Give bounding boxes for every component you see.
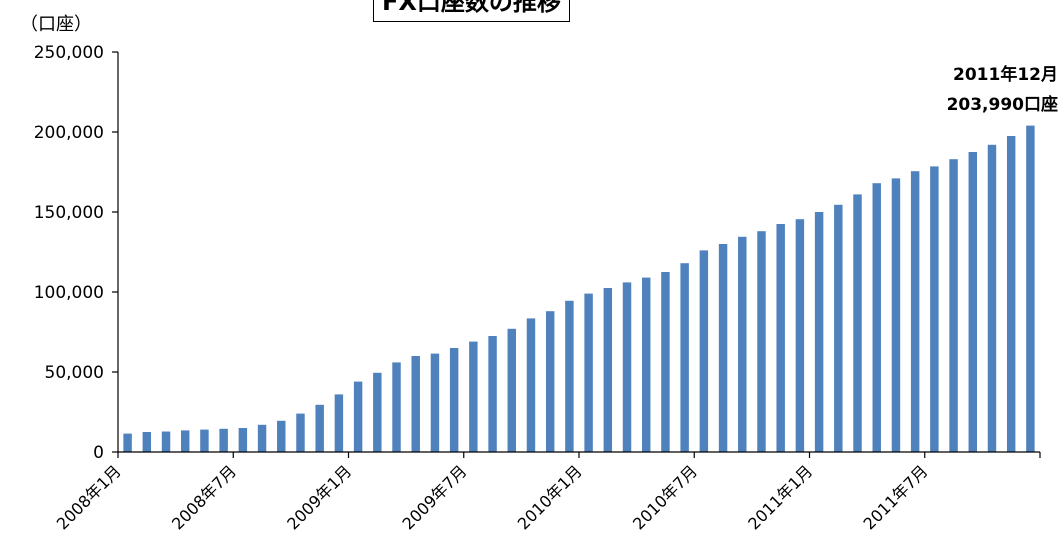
bar (622, 282, 632, 452)
y-tick-label: 0 (93, 443, 104, 463)
bar (238, 428, 248, 452)
x-tick-label: 2008年7月 (168, 461, 240, 533)
bar (776, 224, 785, 452)
y-tick-label: 150,000 (34, 203, 104, 223)
bar (853, 194, 862, 452)
x-tick-label: 2009年7月 (399, 461, 471, 533)
bar (795, 219, 805, 452)
bar (814, 212, 824, 452)
bar (373, 372, 382, 452)
bar (257, 424, 267, 452)
bar (161, 431, 171, 452)
bar (392, 362, 401, 452)
bar (718, 244, 728, 452)
y-tick-label: 100,000 (34, 283, 104, 303)
bar (949, 159, 958, 452)
bar (968, 152, 977, 452)
bar (277, 420, 286, 452)
bar (488, 336, 497, 452)
last-bar-annotation-date: 2011年12月 (953, 65, 1058, 85)
bar (296, 413, 305, 452)
x-tick-label: 2008年1月 (53, 461, 125, 533)
bar (449, 348, 459, 452)
bar (469, 341, 478, 452)
x-tick-label: 2011年1月 (744, 461, 816, 533)
x-tick-label: 2009年1月 (283, 461, 355, 533)
bar (910, 171, 920, 452)
bar (411, 356, 420, 452)
bar (834, 204, 843, 452)
bar (545, 311, 555, 452)
bar (757, 231, 766, 452)
bar (565, 300, 574, 452)
bar (315, 404, 324, 452)
x-tick-label: 2011年7月 (860, 461, 932, 533)
bar (872, 183, 881, 452)
bar (1006, 136, 1016, 452)
bar (1026, 125, 1035, 453)
bar (219, 428, 228, 452)
bar (680, 263, 689, 452)
bar (526, 318, 536, 452)
bar (200, 429, 209, 452)
bar (353, 381, 363, 452)
bar (738, 236, 747, 452)
bar (430, 353, 440, 452)
y-tick-label: 200,000 (34, 123, 104, 143)
bar (642, 277, 651, 452)
bar (987, 144, 997, 453)
bar (181, 430, 190, 452)
bar (334, 394, 344, 452)
bar (699, 250, 709, 452)
bar (603, 288, 613, 452)
bar (123, 433, 132, 452)
x-tick-label: 2010年1月 (514, 461, 586, 533)
bar (891, 178, 901, 452)
y-tick-label: 250,000 (34, 43, 104, 63)
bar (661, 272, 670, 452)
x-tick-label: 2010年7月 (629, 461, 701, 533)
y-axis-unit-label: （口座） (20, 14, 92, 35)
bar (930, 166, 939, 452)
bar (507, 328, 516, 452)
y-tick-label: 50,000 (45, 363, 104, 383)
bar (584, 293, 593, 452)
last-bar-annotation-value: 203,990口座 (946, 95, 1058, 115)
bar (142, 432, 152, 452)
chart-title: FX口座数の推移 (373, 0, 570, 22)
